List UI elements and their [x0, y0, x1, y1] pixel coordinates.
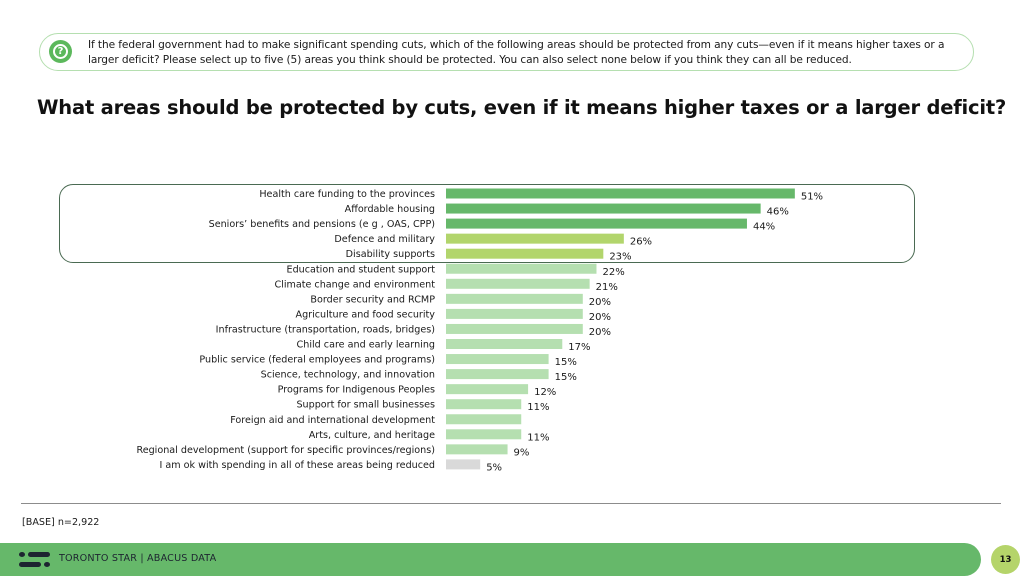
category-label: Infrastructure (transportation, roads, b…	[216, 324, 435, 335]
data-label: 23%	[609, 252, 631, 263]
category-label: Education and student support	[287, 264, 436, 275]
category-label: Climate change and environment	[274, 279, 435, 290]
data-label: 26%	[630, 237, 652, 248]
category-label: Seniors’ benefits and pensions (e g , OA…	[209, 219, 435, 230]
category-label: Support for small businesses	[296, 400, 435, 411]
category-label: Foreign aid and international developmen…	[230, 415, 435, 426]
bar-row: Defence and military 26%	[334, 233, 652, 248]
data-label: 15%	[555, 372, 577, 383]
data-label: 9%	[514, 447, 530, 458]
footer-text: TORONTO STAR | ABACUS DATA	[59, 553, 217, 564]
bar	[446, 459, 481, 470]
data-label: 20%	[589, 297, 611, 308]
bar	[446, 278, 590, 289]
bar-row: Disability supports 23%	[346, 248, 632, 263]
bar	[446, 444, 508, 455]
bar-row: Border security and RCMP 20%	[310, 293, 611, 308]
category-label: Health care funding to the provinces	[259, 189, 435, 200]
bar-row: Public service (federal employees and pr…	[199, 354, 577, 368]
bar-row: Infrastructure (transportation, roads, b…	[216, 323, 611, 338]
category-label: I am ok with spending in all of these ar…	[159, 460, 435, 471]
bar-row: Education and student support 22%	[287, 263, 625, 278]
bar-row: Agriculture and food security 20%	[296, 308, 611, 323]
bar	[446, 233, 624, 244]
bar-row: Programs for Indigenous Peoples 12%	[278, 384, 556, 398]
data-label: 20%	[589, 312, 611, 323]
category-label: Agriculture and food security	[296, 309, 436, 320]
bar-row: Science, technology, and innovation 15%	[261, 369, 577, 383]
top-five-highlight-box	[59, 184, 915, 263]
data-label: 5%	[486, 462, 502, 473]
bar-row: Affordable housing 46%	[345, 203, 789, 218]
bar	[446, 308, 583, 319]
question-bubble-icon: ?	[49, 40, 72, 63]
data-label: 20%	[589, 327, 611, 338]
page-title: What areas should be protected by cuts, …	[37, 96, 1007, 119]
data-label: 11%	[527, 432, 549, 443]
bar	[446, 429, 522, 440]
abacus-logo-icon	[19, 552, 51, 568]
bar-row: Support for small businesses 11%	[296, 399, 549, 413]
bar	[446, 339, 563, 349]
bar	[446, 188, 795, 199]
data-label: 22%	[602, 267, 624, 278]
bar	[446, 354, 549, 365]
category-label: Science, technology, and innovation	[261, 370, 435, 381]
bar	[446, 414, 522, 425]
category-label: Programs for Indigenous Peoples	[278, 385, 435, 396]
data-label: 21%	[596, 282, 618, 293]
bar	[446, 399, 522, 410]
bar-row: Child care and early learning 17%	[297, 339, 591, 353]
bar	[446, 218, 747, 229]
data-label: 51%	[801, 192, 823, 203]
bar-row: Regional development (support for specif…	[136, 444, 529, 458]
data-label: 17%	[568, 342, 590, 353]
bar-row: Health care funding to the provinces 51%	[259, 188, 823, 203]
category-label: Regional development (support for specif…	[136, 445, 435, 456]
data-label: 44%	[753, 222, 775, 233]
category-label: Affordable housing	[345, 204, 435, 215]
category-label: Border security and RCMP	[310, 294, 435, 305]
bar-row: Arts, culture, and heritage 11%	[309, 429, 549, 443]
data-label: 46%	[767, 207, 789, 218]
question-text: If the federal government had to make si…	[88, 39, 945, 66]
category-label: Arts, culture, and heritage	[309, 430, 435, 441]
bar	[446, 323, 583, 334]
data-label: 12%	[534, 387, 556, 398]
category-label: Public service (federal employees and pr…	[199, 355, 435, 366]
bar	[446, 293, 583, 304]
category-label: Disability supports	[346, 249, 435, 260]
bar	[446, 248, 604, 259]
data-label: 11%	[527, 402, 549, 413]
bar	[446, 203, 761, 214]
question-box: ? If the federal government had to make …	[39, 33, 974, 71]
bar	[446, 369, 549, 380]
divider	[21, 503, 1001, 504]
bar-row: Seniors’ benefits and pensions (e g , OA…	[209, 218, 775, 233]
bar-row: Climate change and environment 21%	[274, 278, 618, 293]
bar	[446, 263, 597, 274]
data-label: 15%	[555, 357, 577, 368]
bar	[446, 384, 529, 395]
footer-bar: TORONTO STAR | ABACUS DATA	[0, 543, 981, 576]
category-label: Child care and early learning	[297, 340, 435, 351]
bar-row: I am ok with spending in all of these ar…	[159, 459, 502, 473]
category-label: Defence and military	[334, 234, 435, 245]
page-number: 13	[991, 545, 1020, 574]
base-note: [BASE] n=2,922	[22, 517, 100, 528]
bar-row: Foreign aid and international developmen…	[230, 414, 522, 426]
